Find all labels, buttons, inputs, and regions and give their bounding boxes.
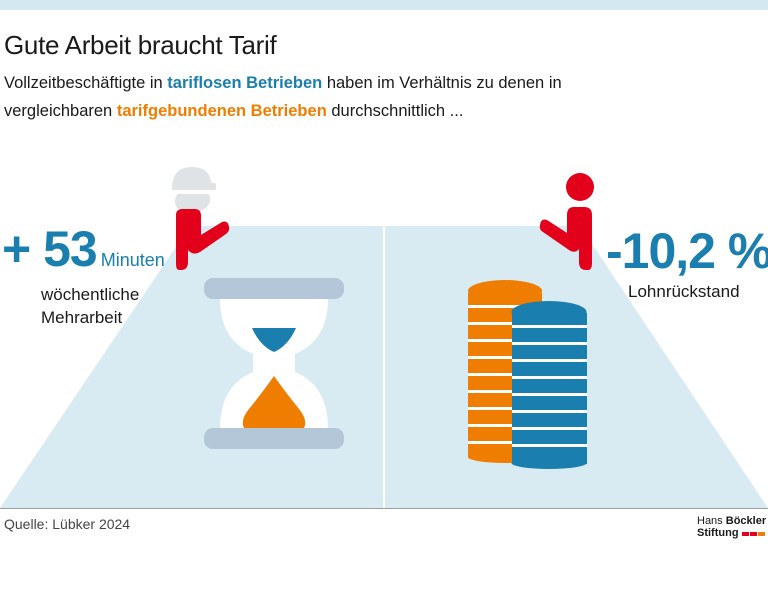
left-stat: + 53 Minuten xyxy=(2,220,165,278)
left-stat-description-line: wöchentliche xyxy=(41,285,140,304)
left-stat-value: + 53 xyxy=(2,221,98,277)
logo-text-bold: Böckler xyxy=(725,515,767,527)
right-stat-value: -10,2 % xyxy=(606,223,768,279)
subtitle-text: haben im Verhältnis zu denen in vergleic… xyxy=(4,74,562,120)
top-bar xyxy=(0,0,768,10)
hourglass-icon xyxy=(204,278,344,449)
hans-boeckler-logo: Hans Böckler Stiftung xyxy=(697,515,766,539)
left-stat-description-line: Mehrarbeit xyxy=(41,308,123,327)
worker-left-icon xyxy=(172,167,230,270)
coin-stack-icon xyxy=(468,280,587,469)
right-stat-description: Lohnrückstand xyxy=(628,282,740,301)
left-stat-description: wöchentliche Mehrarbeit xyxy=(41,283,139,329)
logo-mark-icon xyxy=(741,527,766,539)
page-subtitle: Vollzeitbeschäftigte in tariflosen Betri… xyxy=(4,69,564,125)
left-stat-unit: Minuten xyxy=(100,250,165,270)
source-note: Quelle: Lübker 2024 xyxy=(4,516,131,532)
subtitle-text: durchschnittlich ... xyxy=(326,102,464,120)
subtitle-text: Vollzeitbeschäftigte in xyxy=(4,74,168,92)
logo-text-bold: Stiftung xyxy=(697,527,739,539)
page-title: Gute Arbeit braucht Tarif xyxy=(4,30,277,60)
worker-right-icon xyxy=(539,173,594,270)
subtitle-highlight-blue: tariflosen Betrieben xyxy=(167,74,323,92)
logo-text: Hans xyxy=(697,515,726,527)
divider xyxy=(0,508,768,509)
subtitle-highlight-orange: tarifgebundenen Betrieben xyxy=(116,102,327,120)
